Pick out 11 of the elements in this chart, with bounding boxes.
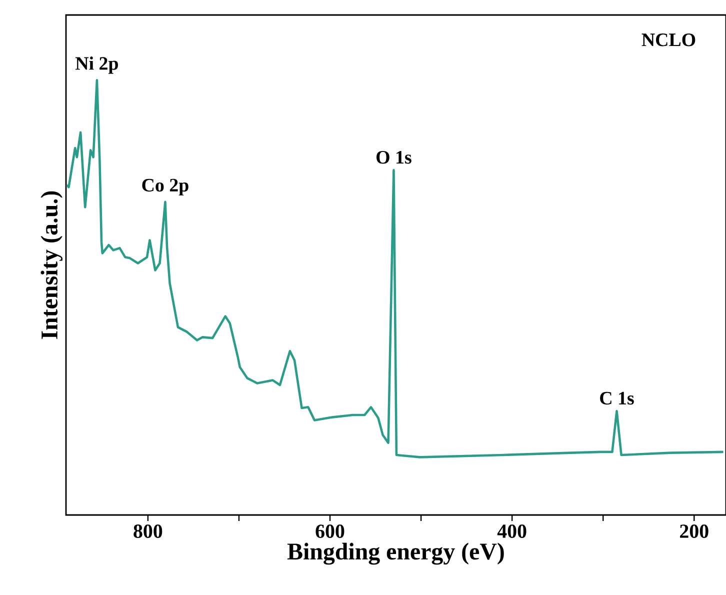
annotation: Co 2p xyxy=(142,178,188,196)
x-axis-title: Bingding energy (eV) xyxy=(287,542,504,565)
y-axis-title: Intensity (a.u.) xyxy=(40,191,62,339)
x-tick-label: 600 xyxy=(316,524,344,538)
annotation: O 1s xyxy=(376,150,412,164)
annotation: C 1s xyxy=(600,392,634,405)
x-tick-label: 800 xyxy=(134,524,162,538)
x-tick-label: 200 xyxy=(680,524,708,538)
annotation: Ni 2p xyxy=(75,56,118,74)
text: NCLO xyxy=(642,34,696,46)
x-tick-label: 400 xyxy=(497,524,526,538)
